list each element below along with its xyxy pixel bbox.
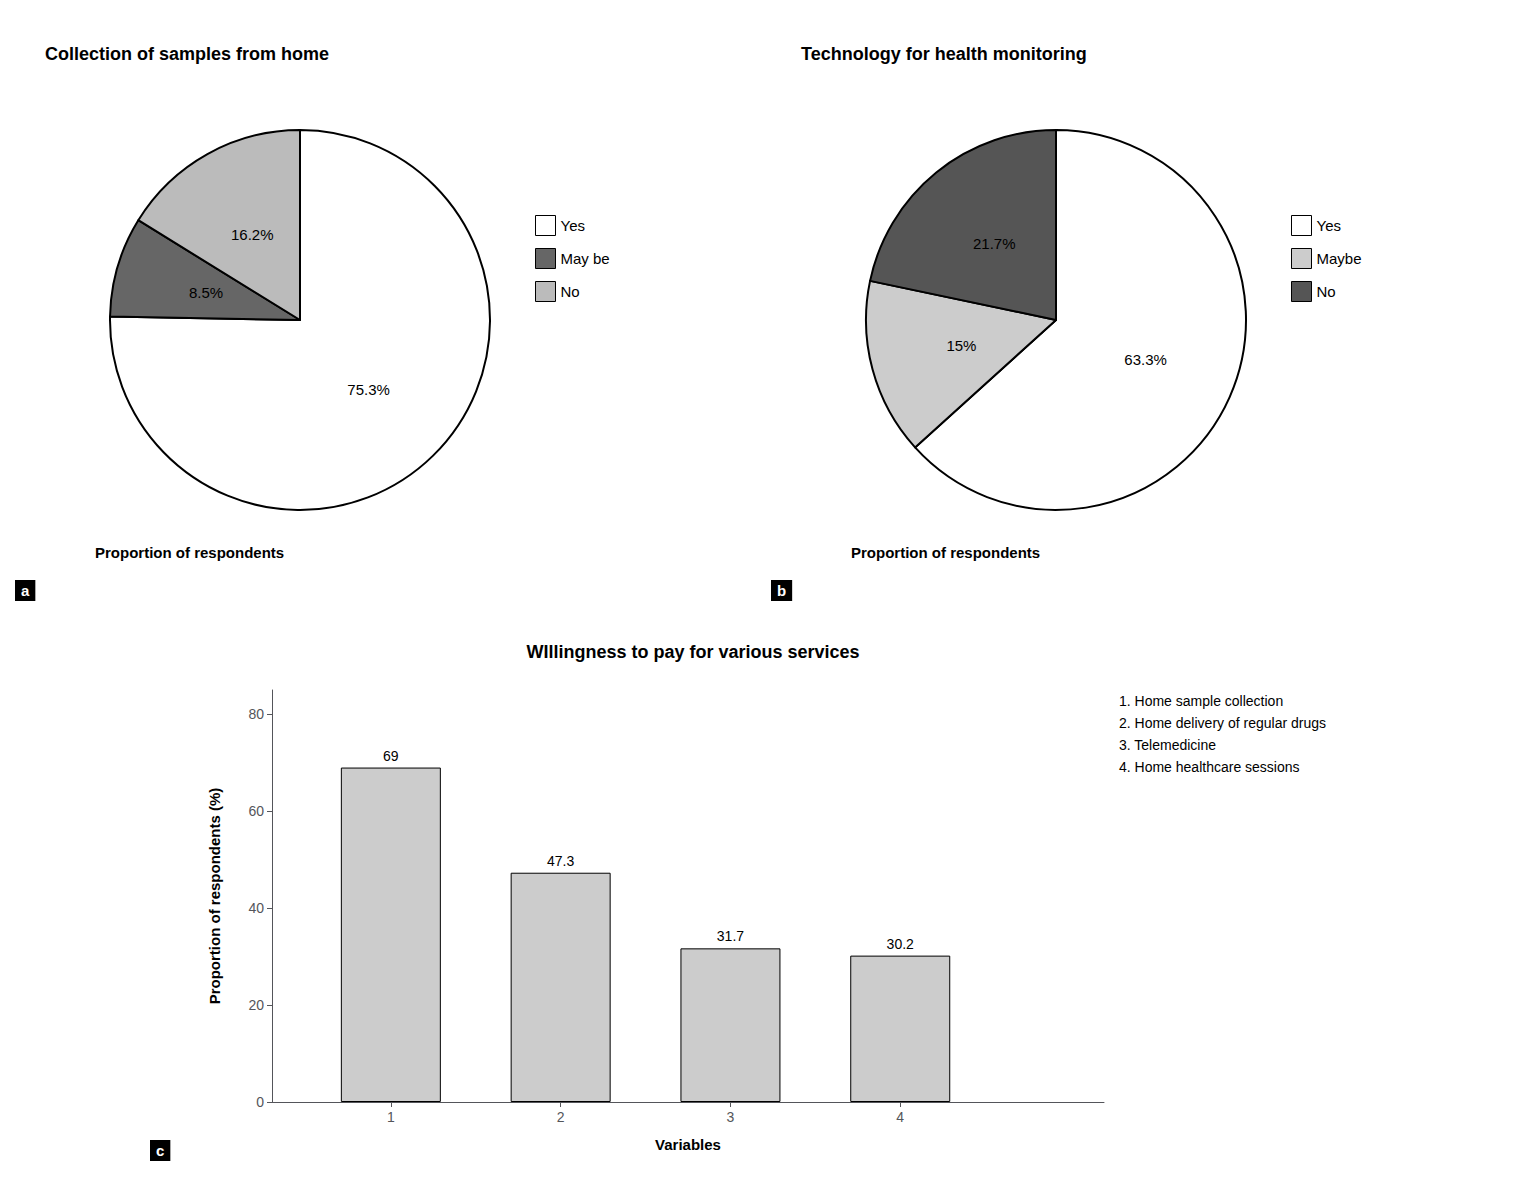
svg-text:80: 80 (248, 706, 264, 722)
svg-text:WIllingness to pay for various: WIllingness to pay for various services (526, 642, 859, 662)
svg-text:3: 3 (727, 1109, 735, 1125)
svg-text:20: 20 (248, 997, 264, 1013)
svg-text:Yes: Yes (1317, 217, 1341, 234)
svg-text:47.3: 47.3 (547, 853, 574, 869)
svg-text:69: 69 (383, 748, 399, 764)
svg-text:0: 0 (256, 1094, 264, 1110)
svg-text:Collection of samples from hom: Collection of samples from home (45, 44, 329, 64)
svg-text:b: b (777, 582, 786, 599)
svg-text:Proportion of respondents: Proportion of respondents (95, 544, 284, 561)
svg-text:1. Home sample collection: 1. Home sample collection (1119, 693, 1283, 709)
svg-text:4: 4 (896, 1109, 904, 1125)
svg-text:Variables: Variables (655, 1136, 721, 1153)
svg-text:Maybe: Maybe (1317, 250, 1362, 267)
svg-text:Technology for health monitori: Technology for health monitoring (801, 44, 1087, 64)
svg-text:2. Home delivery of regular dr: 2. Home delivery of regular drugs (1119, 715, 1326, 731)
svg-text:8.5%: 8.5% (189, 284, 223, 301)
svg-text:3. Telemedicine: 3. Telemedicine (1119, 737, 1216, 753)
svg-text:75.3%: 75.3% (347, 381, 390, 398)
svg-text:c: c (156, 1142, 164, 1159)
svg-text:Proportion of respondents: Proportion of respondents (851, 544, 1040, 561)
svg-text:63.3%: 63.3% (1124, 351, 1167, 368)
svg-text:No: No (561, 283, 580, 300)
svg-text:21.7%: 21.7% (973, 235, 1016, 252)
svg-text:15%: 15% (946, 337, 976, 354)
svg-text:1: 1 (387, 1109, 395, 1125)
svg-text:16.2%: 16.2% (231, 226, 274, 243)
svg-text:No: No (1317, 283, 1336, 300)
svg-text:31.7: 31.7 (717, 928, 744, 944)
svg-text:Yes: Yes (561, 217, 585, 234)
svg-text:30.2: 30.2 (887, 936, 914, 952)
svg-text:Proportion of respondents (%): Proportion of respondents (%) (206, 788, 223, 1005)
svg-text:a: a (21, 582, 30, 599)
svg-text:May be: May be (561, 250, 610, 267)
svg-text:40: 40 (248, 900, 264, 916)
svg-text:4. Home healthcare sessions: 4. Home healthcare sessions (1119, 759, 1300, 775)
svg-text:2: 2 (557, 1109, 565, 1125)
svg-text:60: 60 (248, 803, 264, 819)
